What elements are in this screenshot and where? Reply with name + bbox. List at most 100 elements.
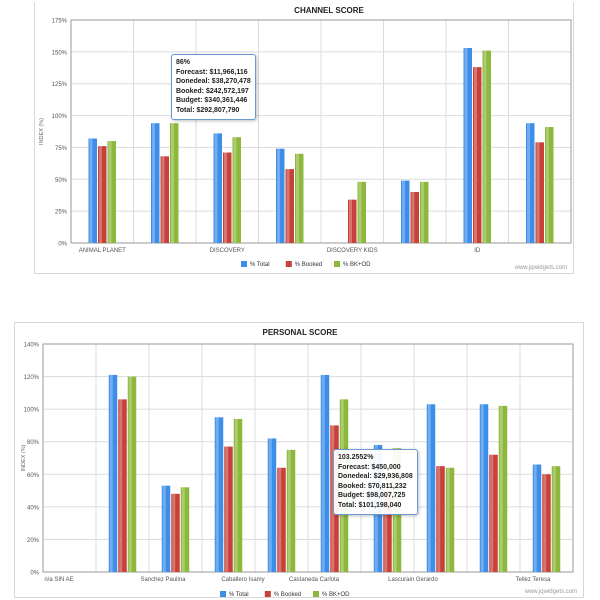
- bar-highlight: [427, 404, 431, 572]
- bar--total: [276, 148, 285, 243]
- plot-area-border: [70, 19, 572, 244]
- y-tick-label: 100%: [24, 408, 40, 414]
- bar--booked: [348, 199, 357, 243]
- channel-tooltip: 86% Forecast: $11,966,116 Donedeal: $38,…: [171, 54, 256, 120]
- bar--bk-od: [295, 153, 304, 243]
- bar-highlight: [358, 181, 362, 243]
- x-tick-label: Sanchez Paulina: [140, 577, 186, 583]
- x-tick-label: ANIMAL PLANET: [79, 248, 126, 254]
- y-tick-label: 120%: [24, 375, 40, 381]
- y-tick-label: 75%: [55, 146, 68, 152]
- legend-label: % BK+OD: [343, 262, 371, 268]
- bar--total: [426, 404, 436, 572]
- chart-title: CHANNEL SCORE: [294, 6, 364, 15]
- bar-highlight: [161, 156, 165, 243]
- bar-highlight: [99, 146, 102, 243]
- bar-highlight: [464, 48, 468, 243]
- bar--booked: [542, 474, 551, 572]
- x-tick-label: Tellez Teresa: [516, 577, 552, 583]
- bar--total: [526, 123, 535, 243]
- bar--booked: [436, 466, 445, 572]
- bar-highlight: [234, 418, 238, 572]
- bar-highlight: [278, 467, 282, 572]
- legend-label: % BK+OD: [322, 592, 350, 598]
- y-tick-label: 150%: [52, 50, 68, 56]
- chart-credit[interactable]: www.jqwidgets.com: [514, 265, 567, 271]
- legend-swatch: [285, 261, 292, 267]
- bar-highlight: [181, 487, 185, 572]
- personal-score-panel: PERSONAL SCORE 0% 20% 40% 60% 80% 100% 120% 140%…: [14, 322, 584, 598]
- personal-score-chart: PERSONAL SCORE 0% 20% 40% 60% 80% 100% 120% 140%…: [21, 328, 574, 598]
- y-tick-label: 25%: [55, 210, 68, 216]
- bar-highlight: [349, 199, 352, 243]
- legend-label: % Booked: [274, 592, 301, 598]
- x-tick-label: Lascurain Gerardo: [388, 577, 438, 583]
- y-tick-label: 60%: [27, 473, 40, 479]
- personal-tooltip: 103.2552% Forecast: $450,000 Donedeal: $…: [333, 449, 418, 515]
- bar--bk-od: [170, 123, 179, 243]
- tooltip-row: Donedeal: $29,936,808: [338, 473, 413, 481]
- tooltip-row: Booked: $242,572,197: [176, 87, 249, 95]
- bar-highlight: [402, 180, 405, 243]
- tooltip-header: 86%: [176, 59, 191, 66]
- tooltip-row: Total: $101,198,040: [338, 501, 402, 509]
- tooltip-row: Total: $292,807,790: [176, 106, 240, 114]
- y-tick-label: 140%: [24, 343, 40, 349]
- y-axis-label: INDEX (%): [39, 118, 45, 145]
- tooltip-row: Booked: $70,811,232: [338, 482, 407, 490]
- bar-highlight: [546, 127, 549, 243]
- bar--booked: [285, 169, 294, 243]
- legend-swatch: [334, 261, 340, 267]
- bar--bk-od: [107, 141, 116, 243]
- bar--bk-od: [445, 467, 455, 572]
- bar--booked: [473, 67, 482, 243]
- y-tick-label: 125%: [52, 82, 68, 88]
- bar-highlight: [490, 454, 494, 572]
- y-tick-label: 40%: [27, 505, 40, 511]
- bar-highlight: [480, 404, 484, 572]
- bar-highlight: [286, 169, 290, 243]
- legend-label: % Total: [250, 262, 270, 268]
- chart-title: PERSONAL SCORE: [263, 328, 339, 337]
- bar-highlight: [411, 192, 415, 243]
- bar-highlight: [474, 67, 477, 243]
- x-tick-label: DISCOVERY: [210, 248, 245, 254]
- x-tick-label: n/a SIN AE: [44, 577, 73, 583]
- bar-highlight: [109, 374, 113, 572]
- bar--total: [463, 48, 472, 243]
- tooltip-row: Budget: $340,361,446: [176, 97, 248, 105]
- legend-swatch: [313, 591, 319, 597]
- bar--total: [151, 123, 160, 243]
- bar--bk-od: [357, 181, 366, 243]
- bar-highlight: [543, 474, 547, 572]
- bar--bk-od: [232, 137, 241, 243]
- bar-highlight: [287, 449, 291, 572]
- y-tick-label: 0%: [30, 571, 39, 577]
- bar--booked: [489, 454, 498, 572]
- bar-highlight: [321, 374, 325, 572]
- bar--booked: [171, 493, 180, 572]
- bar--bk-od: [420, 181, 429, 243]
- bar--total: [401, 180, 410, 243]
- bar--bk-od: [551, 466, 561, 572]
- bar-highlight: [536, 142, 540, 243]
- bar--booked: [277, 467, 286, 572]
- legend-swatch: [220, 591, 226, 597]
- bar-highlight: [162, 485, 166, 572]
- tooltip-row: Forecast: $450,000: [338, 463, 401, 471]
- bar-highlight: [296, 153, 299, 243]
- x-tick-label: Caballero Isamy: [221, 577, 264, 583]
- bar-highlight: [128, 376, 132, 572]
- bar-highlight: [527, 123, 530, 243]
- y-tick-label: 50%: [55, 178, 68, 184]
- bar-highlight: [225, 446, 229, 572]
- bar--booked: [383, 490, 392, 572]
- chart-credit[interactable]: www.jqwidgets.com: [524, 589, 577, 595]
- bar-highlight: [421, 181, 424, 243]
- bar-highlight: [215, 417, 219, 572]
- bar--bk-od: [286, 449, 296, 572]
- bar-highlight: [89, 138, 93, 243]
- bar-highlight: [152, 123, 155, 243]
- bar-highlight: [552, 466, 556, 572]
- tooltip-row: Donedeal: $38,270,478: [176, 78, 251, 86]
